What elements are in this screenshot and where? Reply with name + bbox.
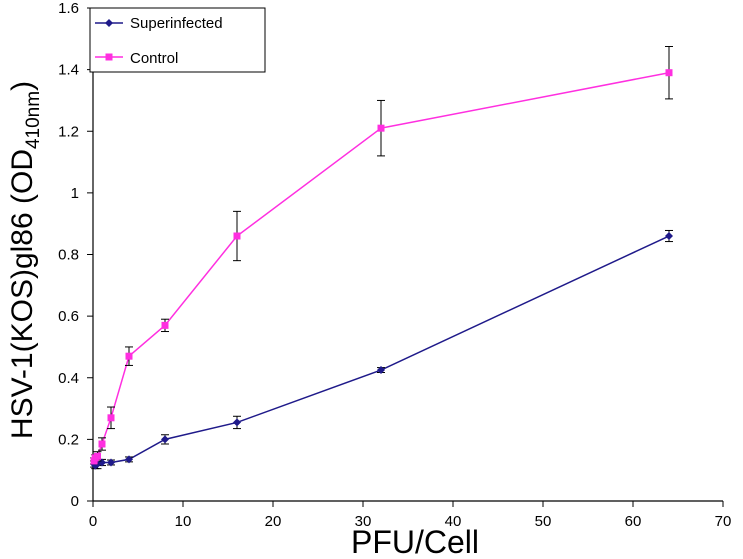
series-line-superinfected xyxy=(93,235,670,467)
series-superinfected xyxy=(90,229,673,470)
series-layer xyxy=(90,46,673,470)
data-point xyxy=(233,418,241,427)
x-tick-label: 10 xyxy=(175,513,192,530)
data-point xyxy=(665,232,673,241)
legend-box xyxy=(89,7,266,73)
y-tick-label: 1 xyxy=(71,185,79,202)
y-tick-label: 1.4 xyxy=(58,62,79,79)
y-tick-label: 0 xyxy=(71,493,79,510)
data-point xyxy=(94,452,101,460)
data-point xyxy=(107,458,115,467)
y-tick-label: 1.6 xyxy=(58,0,79,17)
legend: Superinfected Control xyxy=(89,7,266,73)
y-tick-label: 0.6 xyxy=(58,308,79,325)
y-axis-title-close: ) xyxy=(6,81,39,91)
legend-marker-control xyxy=(105,53,113,61)
x-tick-label: 20 xyxy=(265,513,282,530)
legend-label-superinfected: Superinfected xyxy=(130,15,223,32)
data-point xyxy=(98,440,106,448)
y-axis-title-subscript: 410nm xyxy=(23,91,44,149)
legend-marker-superinfected xyxy=(105,19,113,27)
legend-label-control: Control xyxy=(130,50,178,67)
x-tick-label: 70 xyxy=(715,513,732,530)
x-axis-title: PFU/Cell xyxy=(351,524,479,559)
data-point xyxy=(161,435,169,444)
data-point xyxy=(377,366,385,375)
series-control xyxy=(90,46,673,465)
data-point xyxy=(233,232,241,240)
data-point xyxy=(377,124,385,132)
y-tick-label: 0.2 xyxy=(58,431,79,448)
x-tick-label: 40 xyxy=(445,513,462,530)
x-tick-label: 60 xyxy=(625,513,642,530)
x-tick-label: 30 xyxy=(355,513,372,530)
y-axis-title-main: HSV-1(KOS)gl86 (OD xyxy=(6,149,39,439)
x-tick-label: 50 xyxy=(535,513,552,530)
y-tick-label: 0.4 xyxy=(58,370,79,387)
data-point xyxy=(161,321,169,329)
data-point xyxy=(665,69,673,77)
x-ticks: 0 10 20 30 40 50 60 70 xyxy=(89,501,732,530)
y-ticks: 0 0.2 0.4 0.6 0.8 1 1.2 1.4 1.6 xyxy=(58,0,93,510)
y-tick-label: 1.2 xyxy=(58,123,79,140)
x-tick-label: 0 xyxy=(89,513,97,530)
data-point xyxy=(125,352,133,360)
data-point xyxy=(107,414,115,422)
y-axis-title: HSV-1(KOS)gl86 (OD410nm) xyxy=(6,81,44,439)
data-point xyxy=(125,455,133,464)
y-tick-label: 0.8 xyxy=(58,247,79,264)
